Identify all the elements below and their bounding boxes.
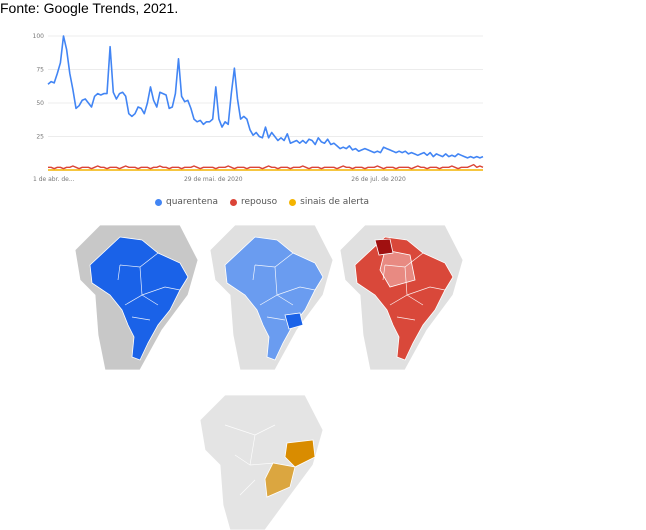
x-axis-ticks: 1 de abr. de... 29 de mai. de 2020 26 de j… <box>33 176 406 183</box>
map-sinais-de-alerta-red <box>339 225 464 370</box>
legend-swatch <box>289 198 297 206</box>
light-region <box>379 249 416 288</box>
legend-label: quarentena <box>166 197 218 207</box>
brazil-shape <box>224 236 324 361</box>
series-line-quarentena <box>47 35 484 159</box>
legend-label: sinais de alerta <box>300 197 370 207</box>
legend-swatch <box>155 198 162 206</box>
source-caption: Fonte: Google Trends, 2021. <box>0 0 179 16</box>
state-borders <box>224 424 276 496</box>
legend-swatch <box>229 198 237 206</box>
map-quarentena <box>74 225 199 370</box>
x-tick-label: 29 de mai. de 2020 <box>184 176 243 183</box>
y-axis-ticks: 100 75 50 25 <box>33 33 45 141</box>
state-borders <box>117 252 181 321</box>
state-borders <box>252 252 316 321</box>
gold-state-b <box>264 462 296 498</box>
chart-legend: quarentena repouso sinais de alerta <box>155 197 369 207</box>
legend-item-repouso[interactable]: repouso <box>229 197 278 207</box>
y-tick-label: 25 <box>36 134 44 141</box>
x-tick-label: 26 de jul. de 2020 <box>351 176 406 183</box>
south-america-outline <box>199 395 324 530</box>
map-repouso <box>209 225 334 370</box>
series-lines <box>47 35 484 171</box>
gold-state-a <box>284 439 316 468</box>
y-tick-label: 75 <box>36 67 44 74</box>
y-tick-label: 50 <box>36 100 44 107</box>
y-tick-label: 100 <box>33 33 45 40</box>
map-sinais-de-alerta-gold <box>199 395 324 530</box>
state-borders <box>382 252 446 321</box>
legend-label: repouso <box>240 197 278 207</box>
dark-state <box>374 238 394 256</box>
brazil-shape <box>354 236 454 361</box>
x-tick-label: 1 de abr. de... <box>33 176 75 183</box>
highlight-state <box>284 312 304 330</box>
chart-grid <box>48 35 483 171</box>
series-line-repouso <box>48 163 484 170</box>
trend-line-chart: 100 75 50 25 1 de abr. de... 29 de mai. de 2… <box>33 33 484 183</box>
legend-item-quarentena[interactable]: quarentena <box>155 197 218 207</box>
legend-item-sinais-de-alerta[interactable]: sinais de alerta <box>289 197 369 207</box>
brazil-shape <box>89 236 189 361</box>
